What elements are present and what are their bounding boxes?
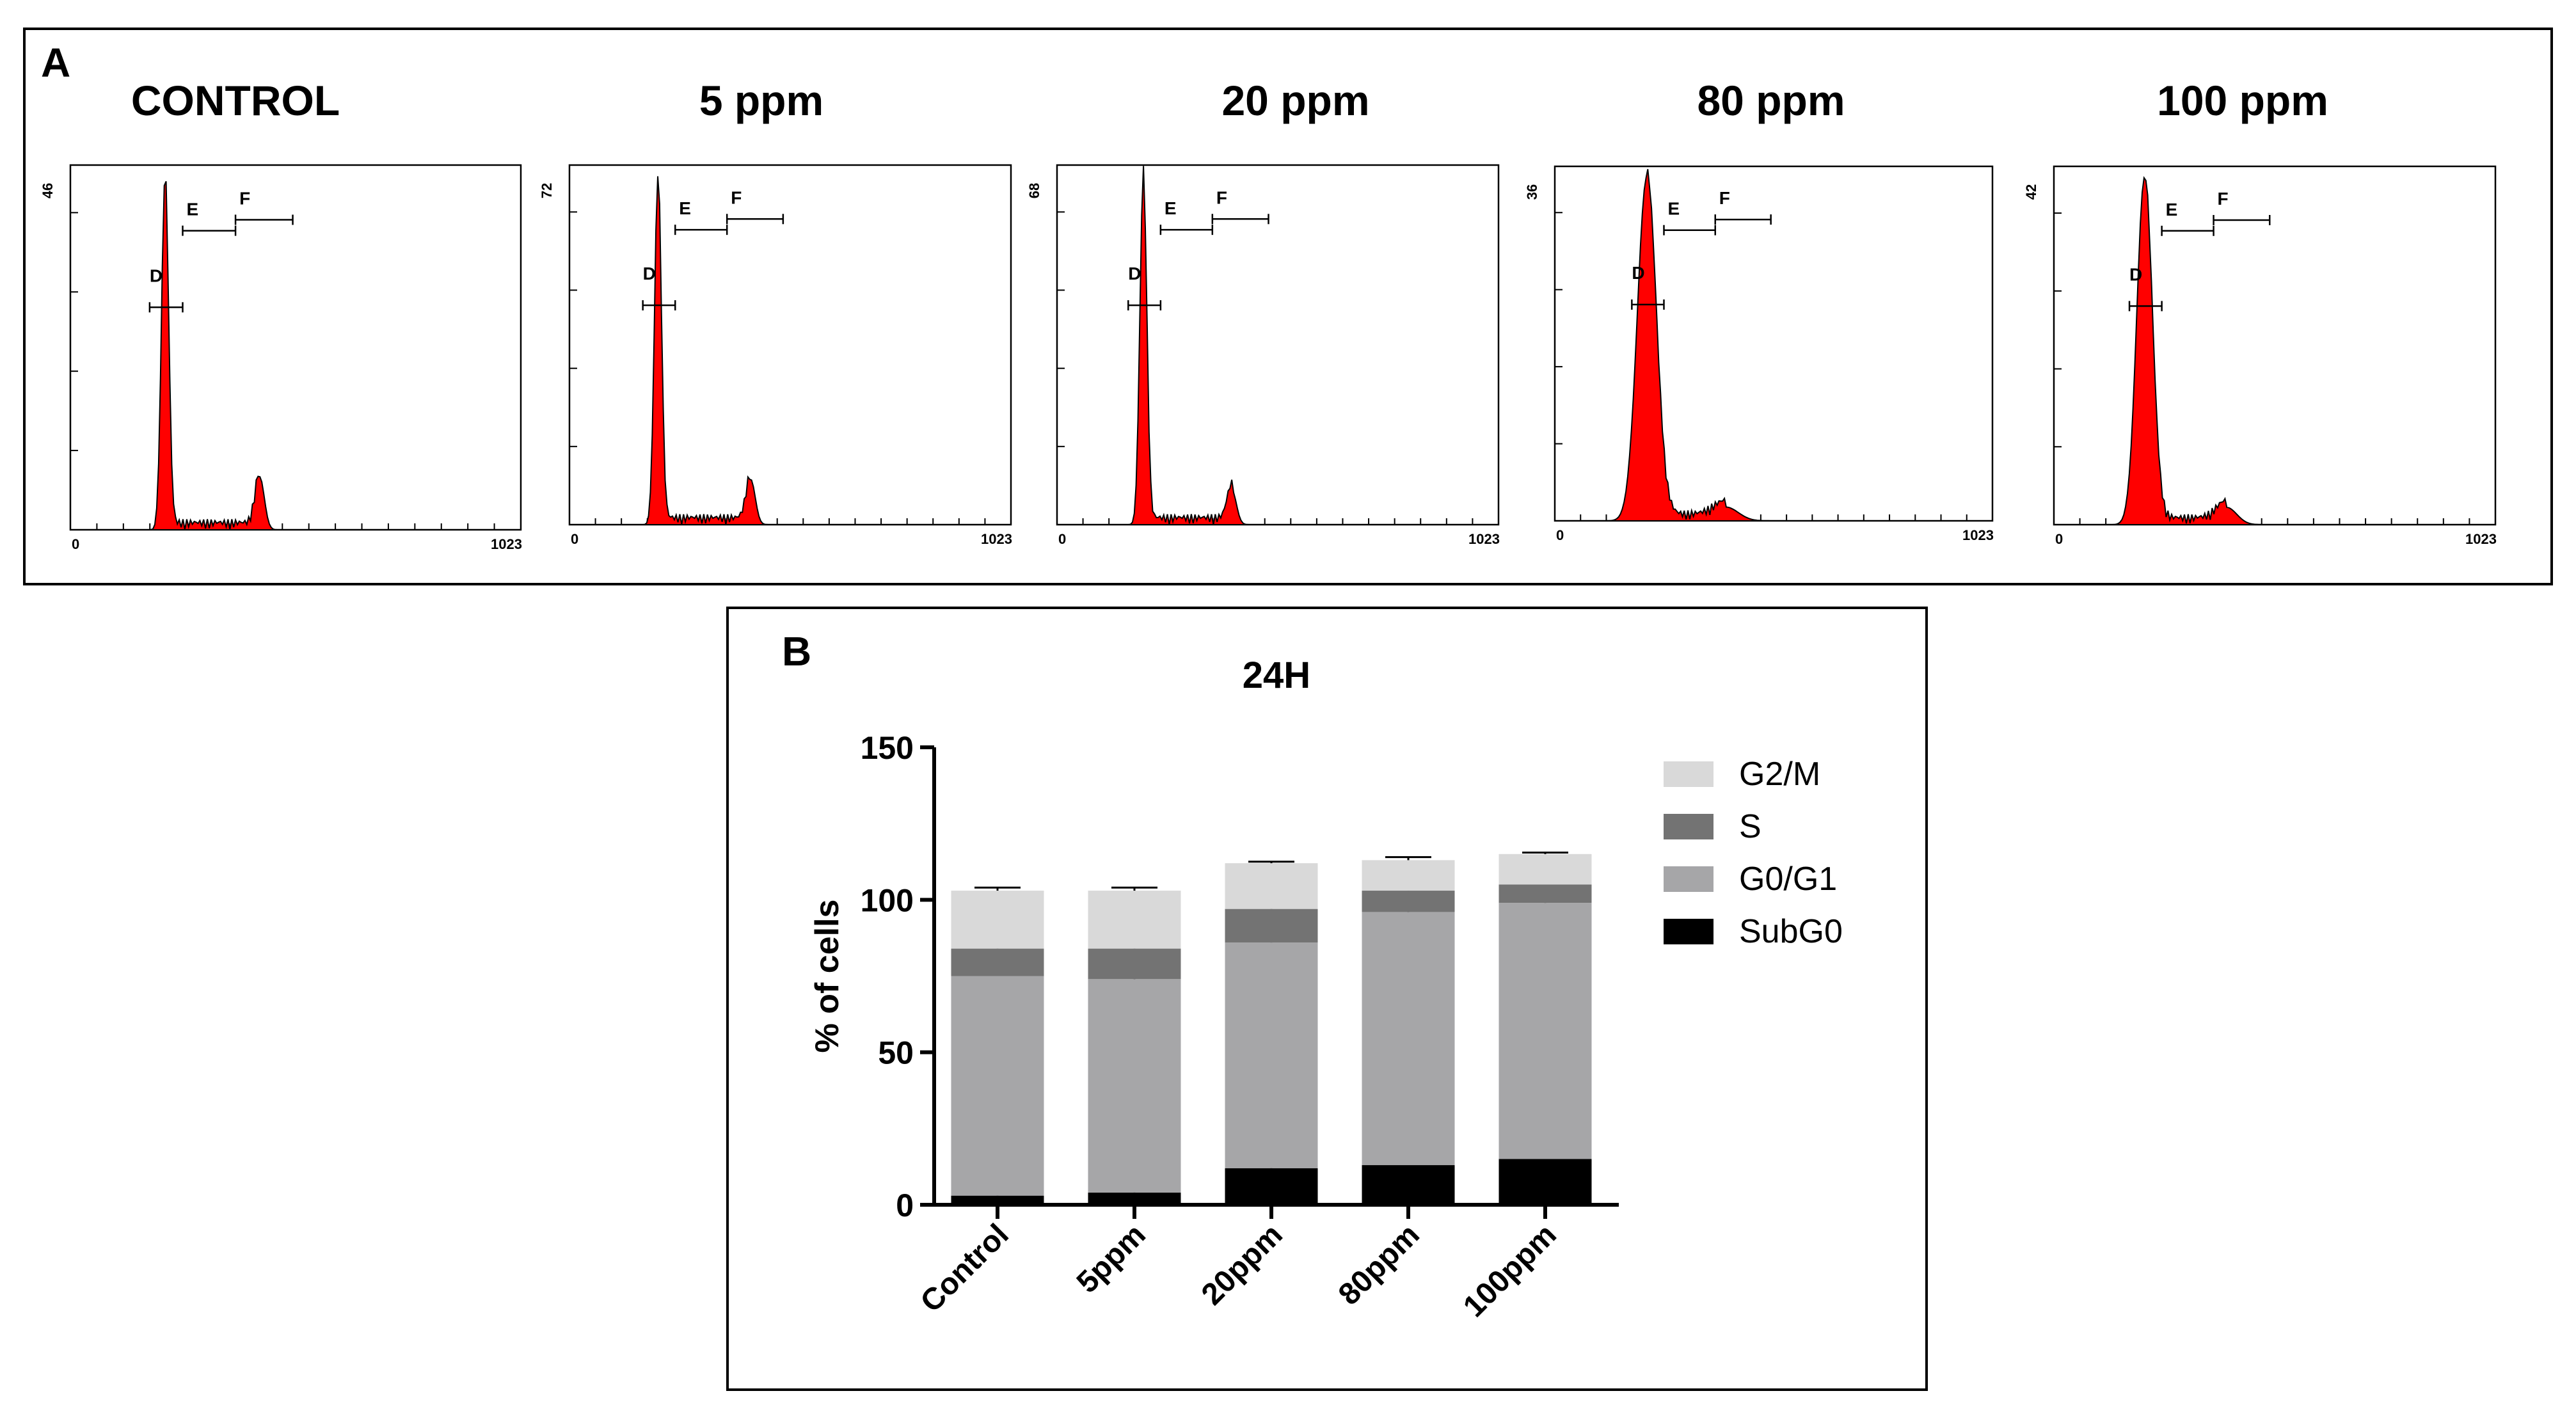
histogram-curve bbox=[70, 181, 521, 530]
panel-b-letter: B bbox=[782, 628, 811, 674]
bar-g2m-100ppm bbox=[1499, 854, 1592, 885]
histogram-curve bbox=[1555, 169, 1992, 521]
bar-s-5ppm bbox=[1088, 948, 1181, 980]
bar-subg0-5ppm bbox=[1088, 1192, 1181, 1205]
x-max-label: 1023 bbox=[1962, 527, 1994, 543]
x-min-label: 0 bbox=[72, 536, 79, 552]
panel-a-histograms: CONTROL 46 0 1023 D E F 5 ppm 72 0 1023 D E F 20 ppm 68… bbox=[40, 77, 2497, 552]
histogram-curve bbox=[1057, 166, 1499, 525]
histogram-frame bbox=[69, 164, 522, 531]
y-max-label: 72 bbox=[539, 183, 555, 198]
bar-subg0-20ppm bbox=[1225, 1168, 1318, 1205]
panel-b-frame bbox=[726, 607, 1928, 1391]
bar-subg0-control bbox=[951, 1195, 1044, 1205]
histogram-title: 5 ppm bbox=[699, 77, 823, 124]
bar-g0g1-100ppm bbox=[1499, 903, 1592, 1159]
x-min-label: 0 bbox=[571, 531, 578, 547]
histogram-frame bbox=[568, 164, 1012, 526]
histogram-frame bbox=[1056, 164, 1500, 526]
legend-swatch bbox=[1664, 761, 1713, 787]
bar-subg0-100ppm bbox=[1499, 1159, 1592, 1205]
gate-label-f: F bbox=[1216, 187, 1227, 207]
x-max-label: 1023 bbox=[1468, 531, 1500, 547]
gate-label-d: D bbox=[150, 266, 163, 285]
y-max-label: 42 bbox=[2023, 184, 2039, 200]
y-tick-label: 100 bbox=[861, 882, 914, 918]
legend-swatch bbox=[1664, 866, 1713, 892]
panel-a-letter: A bbox=[41, 40, 70, 86]
bar-g0g1-80ppm bbox=[1362, 912, 1455, 1166]
y-axis-label: % of cells bbox=[809, 900, 846, 1053]
gate-label-f: F bbox=[1719, 188, 1730, 208]
bar-s-100ppm bbox=[1499, 884, 1592, 903]
y-max-label: 68 bbox=[1026, 183, 1042, 198]
gate-label-f: F bbox=[239, 189, 250, 209]
x-max-label: 1023 bbox=[491, 536, 522, 552]
gate-label-d: D bbox=[1632, 263, 1644, 283]
histogram-title: 80 ppm bbox=[1697, 77, 1845, 124]
y-tick-label: 150 bbox=[861, 730, 914, 766]
x-min-label: 0 bbox=[1556, 527, 1564, 543]
bar-g2m-control bbox=[951, 891, 1044, 949]
bar-s-80ppm bbox=[1362, 891, 1455, 912]
legend-label: G2/M bbox=[1739, 756, 1820, 793]
bar-g2m-5ppm bbox=[1088, 891, 1181, 949]
gate-label-d: D bbox=[2129, 264, 2142, 284]
x-max-label: 1023 bbox=[2465, 531, 2497, 547]
bar-g2m-80ppm bbox=[1362, 860, 1455, 891]
gate-label-e: E bbox=[679, 198, 691, 218]
bar-s-20ppm bbox=[1225, 909, 1318, 943]
histogram-title: CONTROL bbox=[131, 77, 340, 124]
gate-label-f: F bbox=[2218, 189, 2229, 209]
histogram-title: 20 ppm bbox=[1221, 77, 1369, 124]
bar-s-control bbox=[951, 948, 1044, 976]
y-max-label: 36 bbox=[1524, 184, 1540, 200]
gate-label-e: E bbox=[1165, 198, 1177, 218]
bar-g0g1-5ppm bbox=[1088, 979, 1181, 1193]
gate-label-e: E bbox=[1667, 199, 1680, 219]
legend-label: S bbox=[1739, 808, 1761, 845]
bar-g0g1-control bbox=[951, 976, 1044, 1196]
legend-label: SubG0 bbox=[1739, 913, 1843, 950]
gate-label-f: F bbox=[731, 187, 742, 207]
chart-title: 24H bbox=[1243, 655, 1310, 696]
bar-g2m-20ppm bbox=[1225, 863, 1318, 909]
legend-swatch bbox=[1664, 814, 1713, 839]
legend-swatch bbox=[1664, 919, 1713, 944]
bar-subg0-80ppm bbox=[1362, 1165, 1455, 1205]
gate-label-d: D bbox=[1128, 264, 1141, 283]
histogram-curve bbox=[569, 176, 1011, 525]
histogram-frame bbox=[1554, 165, 1994, 522]
gate-label-e: E bbox=[186, 200, 198, 219]
histogram-frame bbox=[2053, 165, 2497, 526]
x-min-label: 0 bbox=[2055, 531, 2063, 547]
bar-g0g1-20ppm bbox=[1225, 942, 1318, 1168]
gate-label-d: D bbox=[643, 264, 656, 283]
histogram-curve bbox=[2054, 176, 2495, 525]
y-tick-label: 50 bbox=[878, 1035, 914, 1071]
y-tick-label: 0 bbox=[896, 1188, 914, 1223]
y-max-label: 46 bbox=[40, 183, 56, 198]
gate-label-e: E bbox=[2166, 200, 2178, 219]
x-max-label: 1023 bbox=[981, 531, 1012, 547]
x-min-label: 0 bbox=[1058, 531, 1066, 547]
histogram-title: 100 ppm bbox=[2157, 77, 2328, 124]
legend-label: G0/G1 bbox=[1739, 861, 1837, 898]
